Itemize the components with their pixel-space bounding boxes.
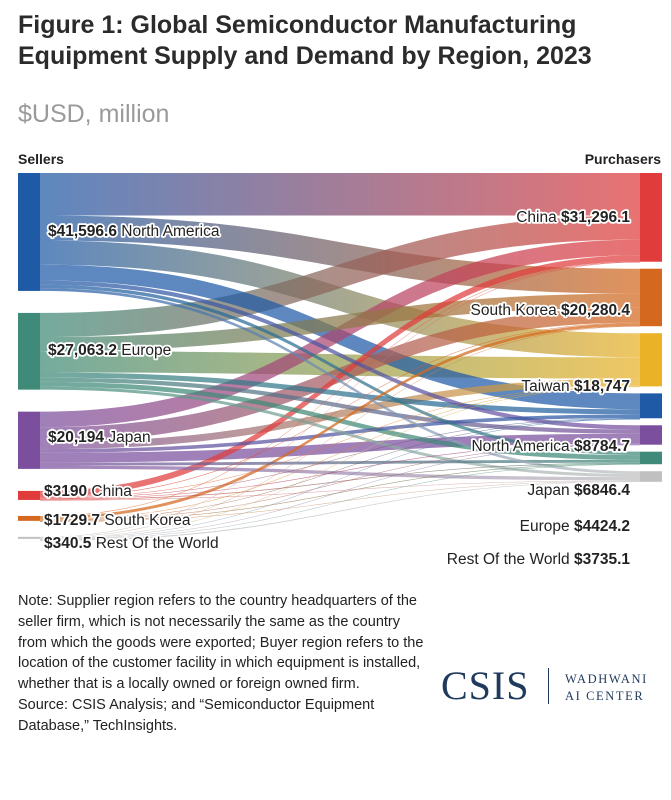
purchaser-node-europe — [640, 451, 662, 465]
flow-china-to-south-korea — [40, 322, 640, 498]
flow-rest-of-the-world-to-taiwan — [40, 386, 640, 539]
flow-south-korea-to-taiwan — [40, 386, 640, 520]
seller-node-north-america — [18, 173, 40, 291]
flow-rest-of-the-world-to-rest-of-the-world — [40, 481, 640, 541]
purchaser-node-north-america — [640, 393, 662, 419]
purchaser-node-rest-of-the-world — [640, 471, 662, 482]
seller-node-rest-of-the-world — [18, 536, 40, 539]
flow-north-america-to-rest-of-the-world — [40, 288, 640, 475]
flow-rest-of-the-world-to-china — [40, 261, 640, 538]
purchasers-column-label: Purchasers — [584, 151, 661, 167]
flow-south-korea-to-south-korea — [40, 323, 640, 520]
seller-label-north-america: $41,596.6 North America — [48, 223, 220, 240]
sankey-diagram: $41,596.6 North America $27,063.2 Europe $… — [18, 173, 662, 570]
chart-title: Figure 1: Global Semiconductor Manufactu… — [18, 11, 592, 70]
seller-node-europe — [18, 312, 40, 390]
purchaser-label-rest-of-the-world: Rest Of the World $3735.1 — [447, 551, 631, 568]
purchaser-node-china — [640, 173, 662, 262]
flow-europe-to-japan — [40, 377, 640, 434]
logo-divider — [548, 668, 549, 704]
seller-label-south-korea: $1729.7 South Korea — [44, 512, 191, 529]
flow-north-america-to-south-korea — [40, 215, 640, 294]
flow-europe-to-china — [40, 215, 640, 338]
seller-node-japan — [18, 411, 40, 469]
purchaser-label-japan: Japan $6846.4 — [527, 482, 630, 499]
seller-label-rest-of-the-world: $340.5 Rest Of the World — [44, 535, 219, 552]
flow-south-korea-to-rest-of-the-world — [40, 480, 640, 523]
flow-china-to-china — [40, 255, 640, 498]
flow-rest-of-the-world-to-north-america — [40, 419, 640, 539]
flow-europe-to-taiwan — [40, 351, 640, 379]
sellers-column-label: Sellers — [18, 151, 64, 167]
flow-south-korea-to-china — [40, 261, 640, 517]
flow-china-to-europe — [40, 462, 640, 500]
flow-rest-of-the-world-to-south-korea — [40, 326, 640, 538]
purchaser-label-china: China $31,296.1 — [516, 209, 630, 226]
purchaser-label-north-america: North America $8784.7 — [471, 438, 630, 455]
purchaser-label-taiwan: Taiwan $18,747 — [521, 378, 630, 395]
flow-rest-of-the-world-to-europe — [40, 464, 640, 540]
note-text: Note: Supplier region refers to the coun… — [18, 593, 424, 693]
logo-line1: WADHWANI — [565, 672, 648, 686]
purchaser-label-europe: Europe $4424.2 — [520, 518, 630, 535]
chart-subtitle: $USD, million — [18, 100, 170, 128]
flow-japan-to-north-america — [40, 414, 640, 453]
flow-rest-of-the-world-to-japan — [40, 444, 640, 540]
flow-japan-to-japan — [40, 433, 640, 463]
seller-node-china — [18, 490, 40, 500]
purchaser-node-south-korea — [640, 268, 662, 327]
purchaser-node-japan — [640, 425, 662, 445]
flow-south-korea-to-europe — [40, 463, 640, 522]
flow-south-korea-to-north-america — [40, 418, 640, 521]
flow-south-korea-to-japan — [40, 444, 640, 521]
csis-wadhwani-logo: CSIS WADHWANI AI CENTER — [441, 663, 656, 709]
flow-north-america-to-europe — [40, 284, 640, 456]
source-text: Source: CSIS Analysis; and “Semiconducto… — [18, 696, 375, 734]
logo-csis-text: CSIS — [441, 663, 530, 708]
seller-label-china: $3190 China — [44, 483, 132, 500]
seller-node-south-korea — [18, 515, 40, 521]
logo-line2: AI CENTER — [565, 689, 645, 703]
flow-japan-to-china — [40, 239, 640, 428]
flow-japan-to-taiwan — [40, 378, 640, 450]
seller-label-japan: $20,194 Japan — [48, 429, 151, 446]
purchaser-label-south-korea: South Korea $20,280.4 — [471, 302, 631, 319]
labels-layer: $41,596.6 North America $27,063.2 Europe $… — [42, 207, 632, 570]
flow-china-to-rest-of-the-world — [40, 480, 640, 501]
flow-china-to-north-america — [40, 418, 640, 499]
flow-europe-to-north-america — [40, 372, 640, 415]
flow-china-to-japan — [40, 443, 640, 500]
seller-label-europe: $27,063.2 Europe — [48, 342, 171, 359]
flow-north-america-to-china — [40, 173, 640, 216]
purchaser-node-taiwan — [640, 333, 662, 387]
flows-layer — [40, 173, 640, 541]
footnote: Note: Supplier region refers to the coun… — [18, 591, 428, 737]
flow-japan-to-rest-of-the-world — [40, 465, 640, 481]
flow-china-to-taiwan — [40, 385, 640, 499]
nodes-layer — [18, 173, 662, 539]
flow-europe-to-south-korea — [40, 293, 640, 352]
flow-north-america-to-japan — [40, 280, 640, 430]
